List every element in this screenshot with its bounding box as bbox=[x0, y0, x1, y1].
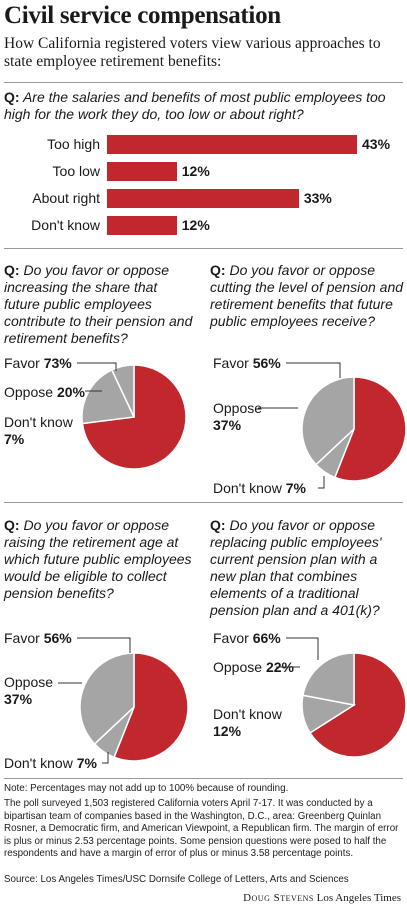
pie1-favor-name: Favor bbox=[4, 355, 40, 371]
pie2-oppose-name: Oppose bbox=[213, 400, 263, 416]
bar-value-don-t-know: 12% bbox=[181, 217, 210, 233]
pie2-leader-line bbox=[318, 476, 325, 489]
pie1-oppose-value: 20% bbox=[56, 384, 85, 400]
pie2-oppose-label: Oppose 37% bbox=[213, 400, 262, 434]
pie3-leader-line bbox=[77, 637, 131, 653]
credit-name: Doug Stevens bbox=[243, 892, 314, 904]
bar-about-right bbox=[107, 189, 299, 208]
pie1-dontknow-name: Don't know bbox=[4, 414, 73, 430]
bar-too-high bbox=[107, 135, 357, 154]
credit-org: Los Angeles Times bbox=[316, 892, 401, 904]
divider bbox=[4, 82, 403, 83]
pie4-leader-line bbox=[286, 637, 319, 660]
pie4-question-text: Do you favor or oppose replacing public … bbox=[210, 517, 382, 618]
divider bbox=[4, 778, 403, 779]
pie3-slice-oppose bbox=[79, 652, 135, 746]
pie4-slice-oppose bbox=[302, 652, 355, 706]
pie1-favor-label: Favor 73% bbox=[4, 355, 72, 372]
pie3-slice-favor bbox=[113, 652, 189, 762]
pie4-dontknow-name: Don't know bbox=[213, 706, 282, 722]
divider bbox=[4, 248, 403, 249]
pie2-favor-name: Favor bbox=[213, 355, 249, 371]
pie2-dontknow-name: Don't know bbox=[213, 480, 282, 496]
pie1-oppose-name: Oppose bbox=[4, 384, 54, 400]
pie3-dontknow-value: 7% bbox=[76, 755, 97, 771]
pie2-favor-label: Favor 56% bbox=[213, 355, 281, 372]
pie3-oppose-value: 37% bbox=[4, 691, 33, 707]
methodology-text: The poll surveyed 1,503 registered Calif… bbox=[4, 798, 399, 859]
bar-don-t-know bbox=[107, 216, 177, 235]
q-marker: Q: bbox=[210, 517, 226, 533]
q-marker: Q: bbox=[210, 262, 226, 278]
source-text: Source: Los Angeles Times/USC Dornsife C… bbox=[4, 874, 349, 885]
pie2-question-text: Do you favor or oppose cutting the level… bbox=[210, 262, 404, 329]
page-subtitle: How California registered voters view va… bbox=[4, 35, 381, 70]
pie1-leader-line bbox=[77, 362, 117, 371]
pie1-question-text: Do you favor or oppose increasing the sh… bbox=[4, 262, 193, 346]
bar-value-about-right: 33% bbox=[303, 190, 332, 206]
pie2-favor-value: 56% bbox=[252, 355, 281, 371]
bar-value-too-low: 12% bbox=[181, 163, 210, 179]
q-marker: Q: bbox=[4, 262, 20, 278]
pie3-question-text: Do you favor or oppose raising the retir… bbox=[4, 517, 192, 601]
bar-label-about-right: About right bbox=[32, 190, 100, 206]
bar-question-text: Are the salaries and benefits of most pu… bbox=[4, 89, 386, 122]
pie4-slice-favor bbox=[309, 652, 407, 758]
bar-question: Q: Are the salaries and benefits of most… bbox=[4, 89, 404, 123]
pie3-dontknow-label: Don't know 7% bbox=[4, 755, 97, 772]
pie4-question: Q: Do you favor or oppose replacing publ… bbox=[210, 517, 405, 619]
bar-label-too-low: Too low bbox=[52, 163, 100, 179]
divider bbox=[4, 502, 403, 503]
pie2-dontknow-label: Don't know 7% bbox=[213, 480, 306, 497]
pie1-dontknow-value: 7% bbox=[4, 431, 25, 447]
note-text: Note: Percentages may not add up to 100%… bbox=[4, 783, 289, 794]
pie3-favor-value: 56% bbox=[43, 630, 72, 646]
page-title: Civil service compensation bbox=[4, 2, 281, 29]
pie1-question: Q: Do you favor or oppose increasing the… bbox=[4, 262, 194, 347]
q-marker: Q: bbox=[4, 89, 20, 105]
q-marker: Q: bbox=[4, 517, 20, 533]
credit: Doug Stevens Los Angeles Times bbox=[243, 892, 401, 904]
pie1-slice-oppose bbox=[81, 368, 136, 425]
pie3-question: Q: Do you favor or oppose raising the re… bbox=[4, 517, 199, 602]
pie2-slice-favor bbox=[333, 376, 407, 482]
bar-too-low bbox=[107, 162, 177, 181]
bar-label-don-t-know: Don't know bbox=[31, 217, 100, 233]
pie2-dontknow-value: 7% bbox=[285, 480, 306, 496]
pie4-dontknow-label: Don't know 12% bbox=[213, 706, 293, 740]
pie4-favor-value: 66% bbox=[252, 630, 281, 646]
pie2-slice-oppose bbox=[301, 376, 355, 466]
pie3-leader-line bbox=[102, 752, 109, 764]
pie3-favor-label: Favor 56% bbox=[4, 630, 72, 647]
pie3-oppose-name: Oppose bbox=[4, 674, 54, 690]
pie4-favor-name: Favor bbox=[213, 630, 249, 646]
pie2-question: Q: Do you favor or oppose cutting the le… bbox=[210, 262, 405, 330]
pie2-oppose-value: 37% bbox=[213, 417, 242, 433]
pie4-oppose-label: Oppose 22% bbox=[213, 659, 294, 676]
pie3-favor-name: Favor bbox=[4, 630, 40, 646]
pie1-oppose-label: Oppose 20% bbox=[4, 384, 85, 401]
bar-label-too-high: Too high bbox=[47, 136, 100, 152]
pie4-oppose-name: Oppose bbox=[213, 659, 263, 675]
pie3-dontknow-name: Don't know bbox=[4, 755, 73, 771]
pie4-favor-label: Favor 66% bbox=[213, 630, 281, 647]
pie2-leader-line bbox=[286, 362, 341, 378]
pie1-dontknow-label: Don't know 7% bbox=[4, 414, 84, 448]
pie4-dontknow-value: 12% bbox=[213, 723, 242, 739]
pie1-slice-don-t-know bbox=[110, 364, 135, 418]
pie1-favor-value: 73% bbox=[43, 355, 72, 371]
pie3-oppose-label: Oppose 37% bbox=[4, 674, 53, 708]
bar-value-too-high: 43% bbox=[362, 136, 391, 152]
